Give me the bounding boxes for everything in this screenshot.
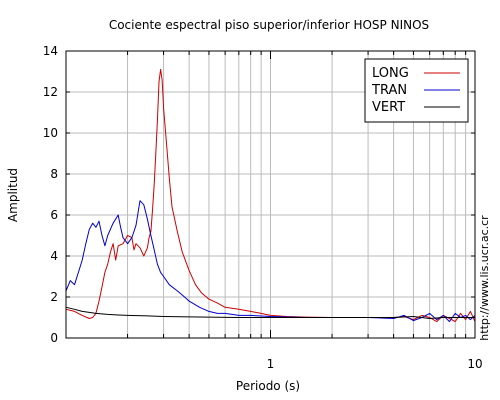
- y-axis-label: Amplitud: [6, 168, 20, 222]
- legend-label-tran: TRAN: [371, 83, 407, 98]
- y-tick-label: 2: [50, 290, 58, 304]
- y-tick-label: 0: [50, 331, 58, 345]
- y-tick-label: 12: [43, 85, 58, 99]
- y-tick-label: 14: [43, 44, 58, 58]
- y-tick-label: 8: [50, 167, 58, 181]
- y-tick-label: 10: [43, 126, 58, 140]
- y-tick-label: 4: [50, 249, 58, 263]
- series-lines: [65, 68, 476, 323]
- x-axis-label: Periodo (s): [236, 379, 300, 393]
- x-tick-label: 1: [267, 357, 275, 371]
- chart-title: Cociente espectral piso superior/inferio…: [109, 18, 429, 32]
- axis-ticks: 0 2 4 6 8 10 12 14 1 10: [43, 44, 483, 371]
- series-vert-line: [65, 306, 475, 319]
- y-tick-label: 6: [50, 208, 58, 222]
- legend: LONG TRAN VERT: [364, 58, 469, 123]
- source-url-note: http://www.lis.ucr.ac.cr: [478, 215, 491, 341]
- legend-label-vert: VERT: [372, 100, 405, 115]
- x-tick-label: 10: [467, 357, 482, 371]
- legend-label-long: LONG: [372, 66, 409, 81]
